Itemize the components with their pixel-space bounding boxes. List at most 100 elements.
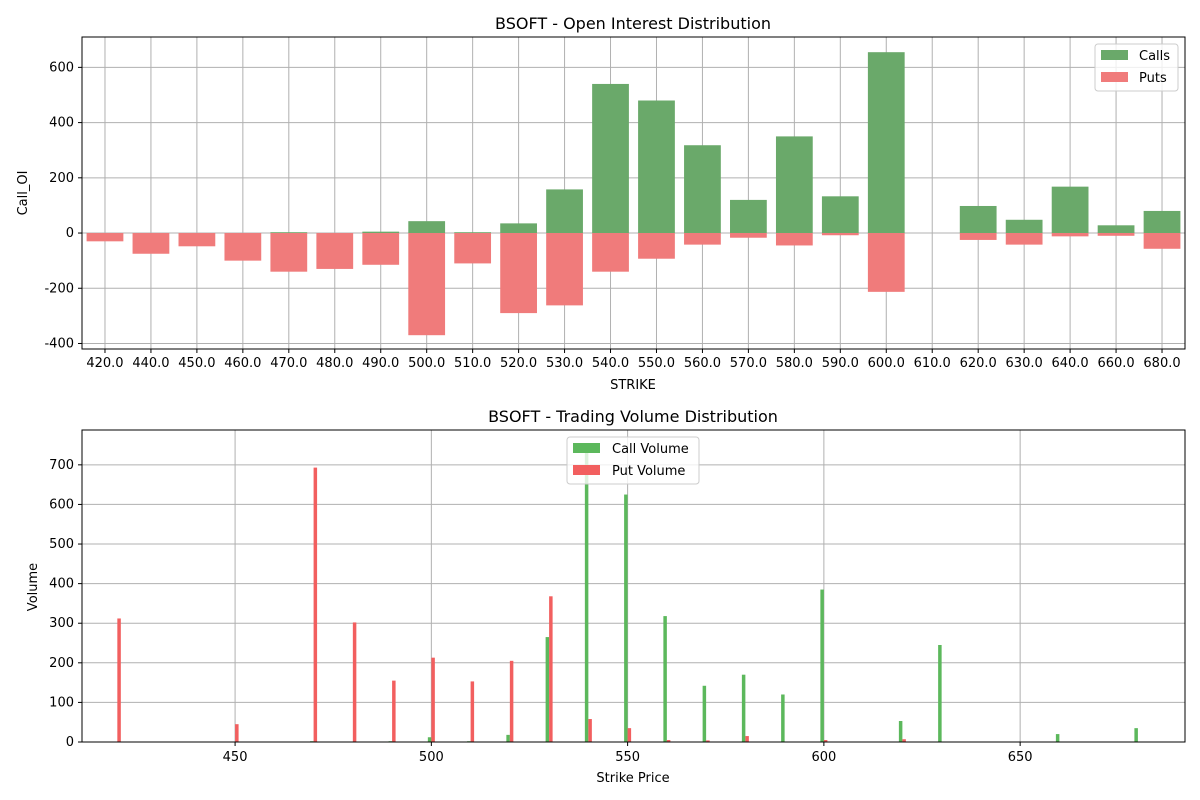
- legend-put-volume-swatch: [573, 465, 600, 475]
- volume-legend: Call Volume Put Volume: [566, 436, 700, 485]
- volume-bar-put-volume-530: [549, 596, 553, 742]
- legend-put-volume-label: Put Volume: [612, 464, 685, 479]
- oi-x-tick-label: 420.0: [86, 356, 123, 371]
- volume-plot-frame: [81, 429, 1186, 743]
- volume-bar-call-volume-590: [781, 694, 785, 742]
- volume-bar-call-volume-620: [898, 721, 903, 742]
- oi-legend: Calls Puts: [1094, 43, 1179, 92]
- oi-y-tick-label: 600: [49, 60, 74, 75]
- volume-bar-call-volume-600: [820, 589, 824, 742]
- volume-bar-put-volume-550: [627, 728, 632, 742]
- oi-bar-puts-680-0: [1143, 233, 1181, 249]
- oi-bar-puts-450-0: [178, 233, 216, 247]
- oi-bar-puts-480-0: [316, 233, 354, 269]
- oi-bar-calls-560-0: [684, 145, 721, 234]
- oi-y-tick-label: -400: [44, 336, 74, 351]
- oi-bar-puts-660-0: [1097, 233, 1135, 236]
- volume-bar-call-volume-550: [624, 494, 628, 742]
- oi-bar-calls-620-0: [959, 205, 997, 234]
- oi-bar-puts-560-0: [684, 233, 721, 245]
- volume-y-tick-label: 300: [49, 616, 74, 631]
- volume-bar-put-volume-510: [470, 681, 475, 742]
- volume-x-tick-label: 450: [223, 750, 248, 765]
- oi-x-tick-label: 590.0: [822, 356, 859, 371]
- volume-y-tick-label: 0: [66, 735, 74, 750]
- oi-bar-calls-550-0: [638, 100, 675, 234]
- oi-bar-puts-460-0: [224, 233, 262, 261]
- oi-x-tick-label: 440.0: [132, 356, 169, 371]
- volume-y-tick-label: 700: [49, 458, 74, 473]
- legend-call-volume-label: Call Volume: [612, 442, 689, 457]
- oi-x-tick-label: 500.0: [408, 356, 445, 371]
- oi-x-tick-label: 480.0: [316, 356, 353, 371]
- oi-bar-puts-440-0: [132, 233, 170, 254]
- legend-calls-label: Calls: [1139, 49, 1170, 64]
- oi-y-tick-label: -200: [44, 281, 74, 296]
- volume-bar-put-volume-570: [706, 740, 710, 742]
- oi-bar-puts-490-0: [362, 233, 400, 265]
- volume-x-tick-label: 600: [811, 750, 836, 765]
- oi-x-tick-label: 570.0: [730, 356, 767, 371]
- oi-bar-puts-570-0: [730, 233, 767, 238]
- volume-bar-call-volume-520: [506, 734, 510, 742]
- volume-x-tick-label: 650: [1008, 750, 1033, 765]
- oi-bar-puts-510-0: [454, 233, 492, 264]
- oi-x-tick-label: 660.0: [1097, 356, 1134, 371]
- volume-bar-put-volume-560: [666, 740, 671, 742]
- oi-bar-calls-590-0: [821, 196, 859, 234]
- oi-chart-title: BSOFT - Open Interest Distribution: [495, 14, 771, 33]
- volume-bar-put-volume-600: [823, 740, 828, 742]
- volume-y-tick-label: 100: [49, 695, 74, 710]
- volume-bar-put-volume-490: [392, 680, 396, 742]
- oi-bar-puts-470-0: [270, 233, 308, 272]
- oi-x-tick-label: 600.0: [868, 356, 905, 371]
- volume-bar-call-volume-630: [938, 644, 942, 742]
- volume-bar-call-volume-540: [584, 449, 589, 742]
- oi-bar-puts-500-0: [408, 233, 446, 336]
- volume-x-axis-label: Strike Price: [596, 771, 669, 786]
- oi-x-tick-label: 520.0: [500, 356, 537, 371]
- volume-bar-put-volume-420: [117, 618, 121, 742]
- oi-bar-calls-510-0: [454, 232, 492, 234]
- oi-bar-calls-640-0: [1051, 186, 1089, 234]
- oi-x-tick-label: 630.0: [1006, 356, 1043, 371]
- oi-x-tick-label: 510.0: [454, 356, 491, 371]
- oi-bar-calls-540-0: [592, 83, 629, 234]
- oi-bar-puts-540-0: [592, 233, 629, 272]
- legend-call-volume-swatch: [573, 443, 600, 453]
- volume-y-axis-label: Volume: [26, 563, 41, 611]
- oi-bar-calls-660-0: [1097, 225, 1135, 234]
- oi-bar-calls-490-0: [362, 231, 400, 234]
- oi-y-tick-label: 0: [66, 226, 74, 241]
- volume-bar-put-volume-620: [902, 739, 906, 742]
- open-interest-chart: BSOFT - Open Interest Distribution 420.0…: [16, 14, 1186, 393]
- oi-bar-calls-520-0: [500, 223, 537, 234]
- oi-x-tick-label: 460.0: [224, 356, 261, 371]
- volume-chart-title: BSOFT - Trading Volume Distribution: [488, 407, 778, 426]
- oi-x-tick-label: 680.0: [1143, 356, 1180, 371]
- oi-x-tick-label: 540.0: [592, 356, 629, 371]
- oi-bar-calls-580-0: [775, 136, 813, 234]
- volume-bar-call-volume-560: [663, 616, 667, 742]
- trading-volume-chart: BSOFT - Trading Volume Distribution 450 5…: [26, 407, 1186, 786]
- volume-bar-call-volume-580: [741, 674, 746, 742]
- volume-y-tick-label: 600: [49, 497, 74, 512]
- oi-bar-calls-530-0: [546, 189, 583, 234]
- oi-bar-puts-630-0: [1005, 233, 1043, 245]
- legend-puts-swatch: [1101, 72, 1128, 82]
- legend-calls-swatch: [1101, 50, 1128, 60]
- volume-bar-call-volume-530: [545, 637, 550, 742]
- oi-x-tick-label: 560.0: [684, 356, 721, 371]
- oi-x-tick-label: 470.0: [270, 356, 307, 371]
- oi-bar-puts-590-0: [821, 233, 859, 236]
- volume-bar-put-volume-500: [431, 657, 435, 742]
- oi-bar-puts-550-0: [638, 233, 675, 259]
- volume-bar-put-volume-520: [509, 660, 514, 742]
- oi-bar-calls-600-0: [867, 52, 905, 234]
- oi-bar-calls-570-0: [730, 199, 767, 234]
- oi-y-tick-label: 400: [49, 116, 74, 131]
- oi-bar-puts-620-0: [959, 233, 997, 240]
- volume-bar-put-volume-540: [588, 719, 592, 742]
- volume-y-tick-label: 400: [49, 577, 74, 592]
- volume-bar-call-volume-680: [1134, 728, 1138, 742]
